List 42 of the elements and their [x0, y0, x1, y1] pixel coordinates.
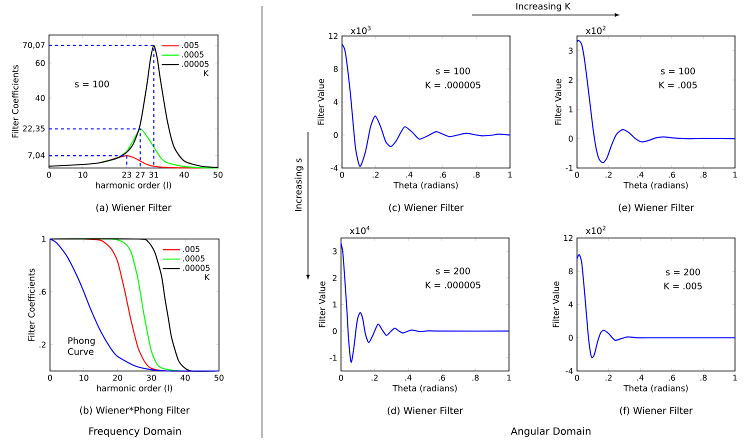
line-series [340, 242, 510, 363]
annotation: s = 200 [666, 268, 700, 276]
y-axis-title: Filter Value [554, 78, 562, 125]
text: Angular Domain [510, 427, 590, 437]
text: (a) Wiener Filter [96, 204, 172, 212]
x-axis-title: Theta (radians) [392, 384, 457, 392]
annotation: s = 200 [436, 268, 470, 274]
y-axis-title: Filter Value [318, 78, 324, 125]
x-axis-title: Theta (radians) [394, 182, 458, 190]
line-series [576, 40, 736, 164]
y-axis-title: Filter Coefficients [12, 65, 18, 138]
annotation: s = 100 [436, 68, 470, 74]
y-axis-title: Filter Value [552, 281, 560, 328]
text: x10$^{3}$ [350, 26, 371, 34]
y-axis-title: Filter Coefficients [28, 268, 35, 341]
annotation: K = .000005 [426, 82, 480, 88]
text: (f) Wiener Filter [620, 406, 693, 416]
line-series [341, 44, 511, 167]
text: (c) Wiener Filter [389, 204, 464, 212]
annotation: s = 100 [660, 68, 695, 74]
annotation: Phong Curve [68, 337, 95, 355]
annotation: s = 100 [74, 80, 109, 88]
text: Increasing s [294, 158, 304, 212]
text: (b) Wiener*Phong Filter [80, 406, 190, 416]
line-series [99, 128, 219, 169]
x-axis-title: Theta (radians) [624, 384, 688, 392]
x-axis-title: harmonic order (l) [96, 384, 172, 392]
annotation: K = .005 [664, 282, 702, 290]
text: Frequency Domain [89, 427, 181, 437]
text: Increasing K [516, 2, 571, 12]
line-series [49, 238, 220, 372]
annotation: K = .000005 [426, 282, 480, 288]
annotation: K = .005 [659, 82, 697, 88]
x-axis-title: harmonic order (l) [96, 182, 172, 190]
text: x10$^{4}$ [350, 226, 370, 234]
text: x10$^{2}$ [586, 226, 606, 234]
y-axis-title: Filter Value [318, 281, 326, 328]
text: (d) Wiener Filter [388, 406, 464, 416]
text: (e) Wiener Filter [618, 204, 694, 212]
x-axis-title: Theta (radians) [624, 182, 688, 190]
text: x10$^{2}$ [586, 26, 606, 34]
line-series [576, 254, 736, 358]
